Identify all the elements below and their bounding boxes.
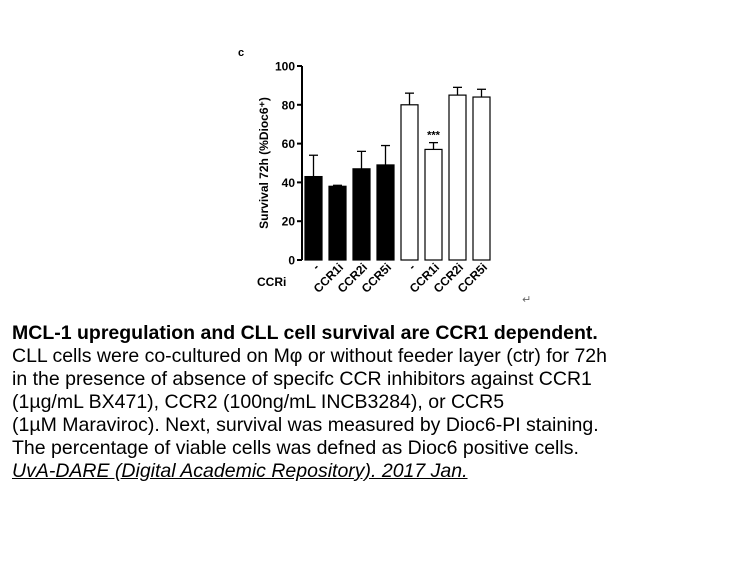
y-tick-label: 20 (282, 215, 296, 229)
y-tick-label: 0 (288, 254, 295, 268)
bar (328, 185, 347, 261)
bar (472, 96, 491, 261)
bar (304, 175, 323, 261)
bar (400, 104, 419, 261)
bar (448, 94, 467, 261)
caption-line-1: CLL cells were co-cultured on Mφ or with… (12, 345, 607, 367)
figure-caption: MCL-1 upregulation and CLL cell survival… (12, 322, 747, 483)
category-label: - (309, 260, 322, 273)
return-mark: ↵ (522, 293, 532, 306)
panel-label: c (238, 47, 244, 59)
caption-line-2: in the presence of absence of specifc CC… (12, 368, 592, 390)
bar (352, 168, 371, 261)
y-tick-label: 80 (282, 98, 296, 112)
bar (376, 164, 395, 261)
caption-title: MCL-1 upregulation and CLL cell survival… (12, 322, 598, 344)
y-tick-label: 100 (275, 60, 295, 74)
bar (424, 148, 443, 261)
y-tick-label: 60 (282, 137, 296, 151)
caption-source: UvA-DARE (Digital Academic Repository). … (12, 460, 468, 482)
category-label: - (405, 260, 418, 273)
caption-line-5: The percentage of viable cells was defne… (12, 437, 579, 459)
caption-line-4: (1µM Maraviroc). Next, survival was meas… (12, 414, 599, 436)
significance-label: *** (427, 130, 441, 142)
caption-line-3: (1µg/mL BX471), CCR2 (100ng/mL INCB3284)… (12, 391, 505, 413)
x-group-label: CCRi (257, 275, 286, 289)
y-axis-title: Survival 72h (%Dioc6⁺) (257, 97, 271, 229)
y-tick-label: 40 (282, 176, 296, 190)
